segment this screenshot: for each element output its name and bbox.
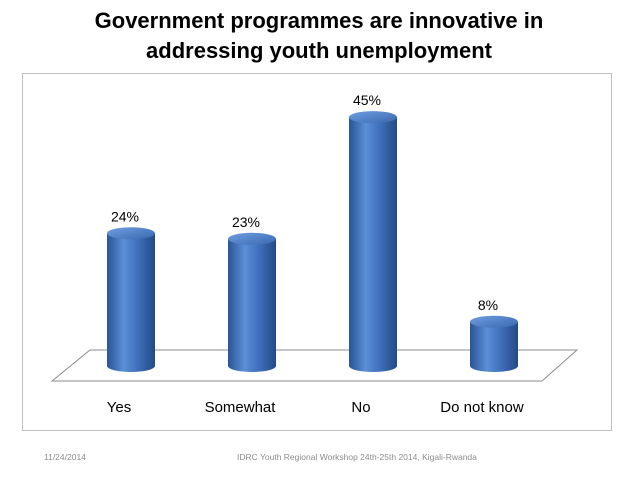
bar-top-no [349,111,397,124]
bar-no [349,111,397,373]
data-label-yes: 24% [111,208,139,224]
category-label-do-not-know: Do not know [440,399,524,416]
category-label-no: No [351,399,370,416]
data-label-somewhat: 23% [232,214,260,230]
category-label-somewhat: Somewhat [205,399,277,416]
bar-do-not-know [470,315,518,372]
bar-somewhat [228,232,276,372]
data-label-do-not-know: 8% [478,297,498,313]
bar-yes [107,227,155,372]
chart-title-line-1: Government programmes are innovative in [94,8,544,33]
bar-body-no [349,117,397,373]
bar-body-somewhat [228,238,276,372]
bar-top-yes [107,227,155,240]
bar-body-do-not-know [470,321,518,372]
footer-event: IDRC Youth Regional Workshop 24th-25th 2… [237,452,477,462]
chart-floor [50,349,579,382]
bar-body-yes [107,233,155,372]
chart-title-line-2: addressing youth unemployment [146,38,492,63]
chart-title: Government programmes are innovative in … [0,6,638,66]
chart-frame [22,73,612,431]
category-label-yes: Yes [107,399,131,416]
bar-top-do-not-know [470,315,518,328]
footer-date: 11/24/2014 [44,452,86,462]
data-label-no: 45% [353,92,381,108]
bar-top-somewhat [228,232,276,245]
